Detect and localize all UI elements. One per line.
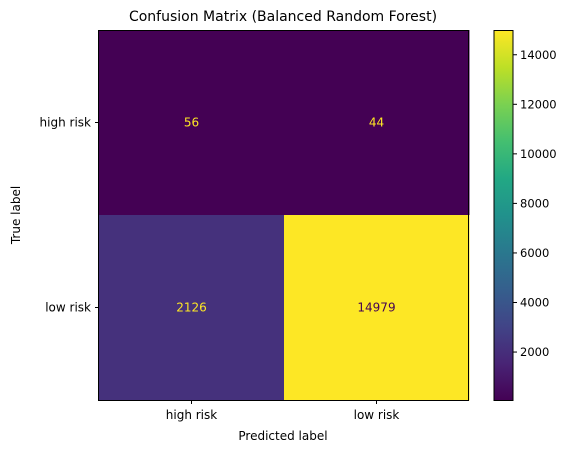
matrix-cell-labels: 56 44 2126 14979 — [176, 116, 395, 315]
colorbar-tick-label: 6000 — [520, 246, 549, 260]
matrix-cell — [99, 30, 285, 216]
matrix-cells — [99, 30, 470, 401]
matrix-cell-value: 44 — [369, 116, 384, 130]
matrix-cell-value: 56 — [184, 116, 199, 130]
colorbar-tick-label: 14000 — [520, 48, 557, 62]
y-axis-ticks: high risk low risk — [40, 116, 99, 315]
matrix-cell — [99, 215, 285, 401]
y-tick-label: low risk — [45, 301, 91, 315]
colorbar-tick-label: 12000 — [520, 97, 557, 111]
matrix-cell — [284, 30, 470, 216]
matrix-cell — [284, 215, 470, 401]
colorbar — [493, 30, 514, 401]
chart-title: Confusion Matrix (Balanced Random Forest… — [129, 9, 437, 25]
matrix-cell-value: 2126 — [176, 301, 207, 315]
matrix-cell-value: 14979 — [357, 301, 395, 315]
colorbar-tick-label: 10000 — [520, 147, 557, 161]
x-axis-label: Predicted label — [238, 429, 327, 443]
x-tick-label: low risk — [354, 408, 400, 422]
colorbar-tick-label: 4000 — [520, 295, 549, 309]
colorbar-ticks: 2000 4000 6000 8000 10000 12000 14000 — [513, 48, 557, 359]
x-tick-label: high risk — [166, 408, 217, 422]
y-tick-label: high risk — [40, 116, 91, 130]
plot-frame — [98, 30, 469, 401]
colorbar-tick-label: 2000 — [520, 345, 549, 359]
x-axis-ticks: high risk low risk — [166, 400, 400, 422]
colorbar-tick-label: 8000 — [520, 196, 549, 210]
y-axis-label: True label — [9, 186, 23, 245]
